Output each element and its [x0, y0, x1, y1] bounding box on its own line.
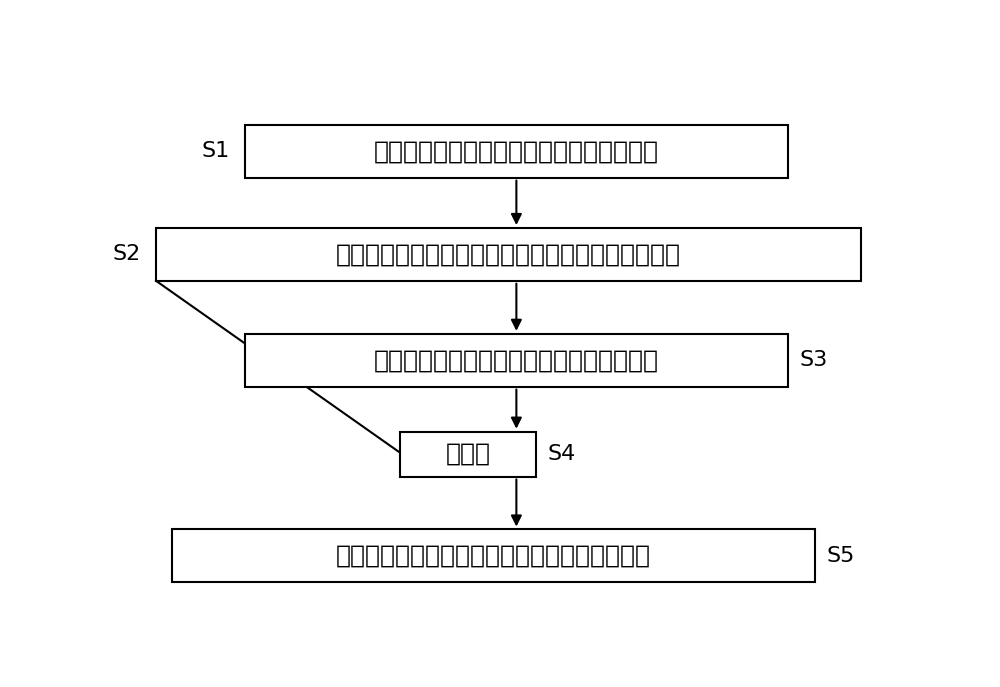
FancyBboxPatch shape — [156, 228, 861, 281]
Text: S3: S3 — [799, 350, 828, 370]
Text: S2: S2 — [112, 245, 140, 264]
Text: S5: S5 — [826, 546, 855, 566]
Text: 分析惯量响应支撑功率变化和最大频率偏差: 分析惯量响应支撑功率变化和最大频率偏差 — [374, 139, 659, 164]
Text: 控制输出频率与最大频率偏差的偏差值趋近于零: 控制输出频率与最大频率偏差的偏差值趋近于零 — [336, 544, 651, 568]
Text: S4: S4 — [547, 444, 576, 464]
Text: 调频器: 调频器 — [445, 442, 490, 466]
FancyBboxPatch shape — [400, 431, 536, 477]
Text: 正虚拟惯性控制模拟发电机对响应初期进行惯性响应: 正虚拟惯性控制模拟发电机对响应初期进行惯性响应 — [336, 243, 681, 267]
FancyBboxPatch shape — [245, 334, 788, 387]
Text: S1: S1 — [201, 142, 230, 161]
FancyBboxPatch shape — [172, 530, 815, 583]
FancyBboxPatch shape — [245, 125, 788, 178]
Text: 转子转速衰减时，负虚拟惯性控制惯量响应: 转子转速衰减时，负虚拟惯性控制惯量响应 — [374, 348, 659, 372]
